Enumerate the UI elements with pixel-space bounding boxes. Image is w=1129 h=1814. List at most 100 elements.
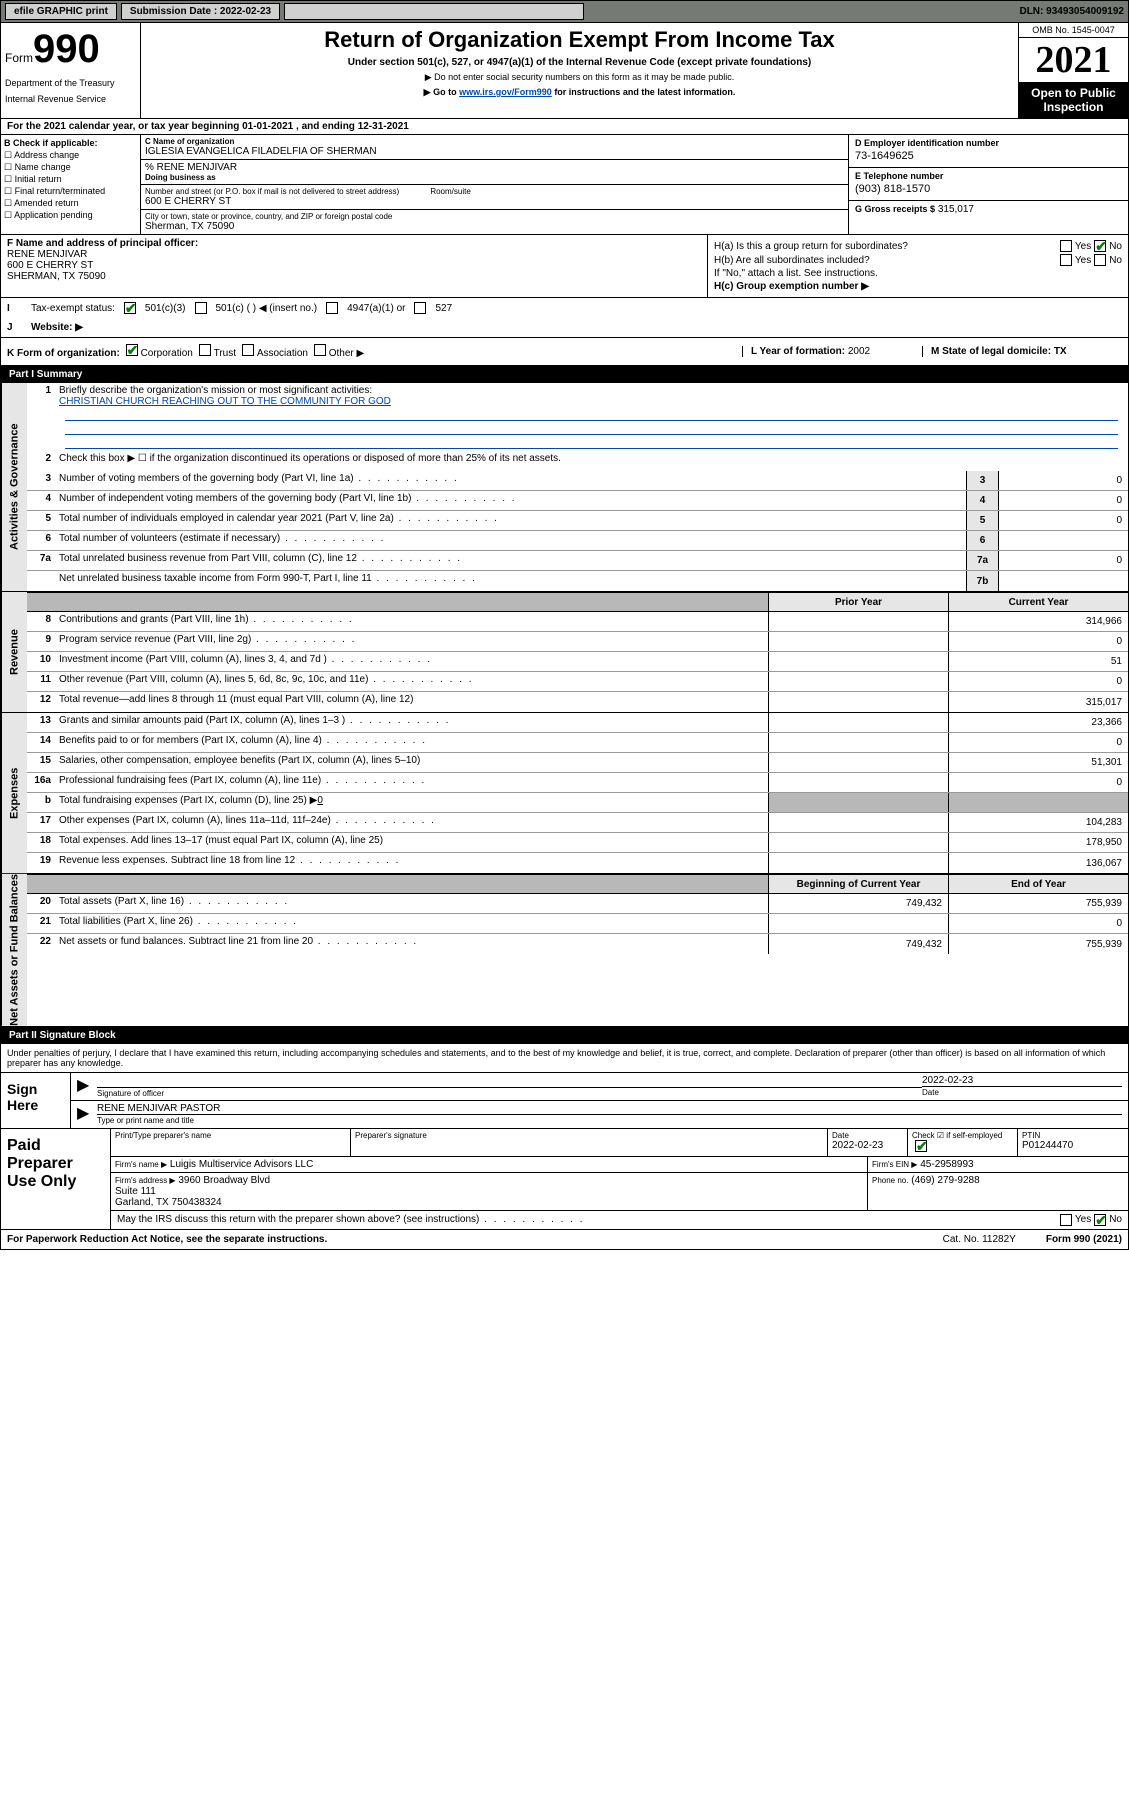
officer-street: 600 E CHERRY ST [7,260,701,271]
note-website: ▶ Go to www.irs.gov/Form990 for instruct… [145,87,1014,98]
org-info-block: B Check if applicable: ☐ Address change … [0,135,1129,235]
ein: 73-1649625 [855,148,1122,164]
org-city: Sherman, TX 75090 [145,221,844,232]
row-j: J Website: ▶ [0,318,1129,338]
may-no[interactable] [1094,1214,1106,1226]
row-i: I Tax-exempt status: 501(c)(3) 501(c) ( … [0,298,1129,318]
officer-city: SHERMAN, TX 75090 [7,271,701,282]
gross-receipts: 315,017 [938,204,974,215]
dln: DLN: 93493054009192 [1019,6,1124,17]
c8: 314,966 [948,612,1128,631]
chk-self-employed[interactable] [915,1140,927,1152]
firm-name: Luigis Multiservice Advisors LLC [170,1159,313,1170]
paid-preparer: Paid Preparer Use Only Print/Type prepar… [1,1128,1128,1229]
section-netassets: Net Assets or Fund Balances Beginning of… [0,874,1129,1027]
c14: 0 [948,733,1128,752]
chk-assoc[interactable] [242,344,254,356]
chk-initial-return[interactable]: ☐ Initial return [4,174,137,185]
org-name: IGLESIA EVANGELICA FILADELFIA OF SHERMAN [145,146,844,157]
ha-no[interactable] [1094,240,1106,252]
v5: 0 [998,511,1128,530]
page-footer: For Paperwork Reduction Act Notice, see … [0,1230,1129,1250]
c17: 104,283 [948,813,1128,832]
section-revenue: Revenue Prior YearCurrent Year 8Contribu… [0,592,1129,713]
c18: 178,950 [948,833,1128,852]
c13: 23,366 [948,713,1128,732]
submission-date: Submission Date : 2022-02-23 [121,3,280,20]
state-domicile: TX [1054,346,1067,357]
phone: (903) 818-1570 [855,181,1122,197]
c19: 136,067 [948,853,1128,873]
b20: 749,432 [768,894,948,913]
section-governance: Activities & Governance 1 Briefly descri… [0,383,1129,592]
col-b-checkboxes: B Check if applicable: ☐ Address change … [1,135,141,234]
chk-amended[interactable]: ☐ Amended return [4,198,137,209]
prep-date: 2022-02-23 [832,1140,903,1151]
arrow-icon: ▶ [77,1103,97,1126]
arrow-icon: ▶ [77,1075,97,1098]
e20: 755,939 [948,894,1128,913]
v4: 0 [998,491,1128,510]
hb-no[interactable] [1094,254,1106,266]
signature-block: Under penalties of perjury, I declare th… [0,1044,1129,1230]
may-yes[interactable] [1060,1214,1072,1226]
b21 [768,914,948,933]
part-i-header: Part I Summary [0,366,1129,383]
chk-application-pending[interactable]: ☐ Application pending [4,210,137,221]
e21: 0 [948,914,1128,933]
officer-name: RENE MENJIVAR [7,249,701,260]
org-street: 600 E CHERRY ST [145,196,844,207]
c9: 0 [948,632,1128,651]
prep-phone: (469) 279-9288 [911,1175,979,1186]
officer-name-title: RENE MENJIVAR PASTOR [97,1103,1122,1114]
omb-number: OMB No. 1545-0047 [1019,23,1128,38]
v6 [998,531,1128,550]
chk-other[interactable] [314,344,326,356]
sign-here-label: Sign Here [1,1073,71,1128]
c11: 0 [948,672,1128,691]
chk-address-change[interactable]: ☐ Address change [4,150,137,161]
chk-527[interactable] [414,302,426,314]
irs-link[interactable]: www.irs.gov/Form990 [459,87,552,97]
b22: 749,432 [768,934,948,954]
c16a: 0 [948,773,1128,792]
open-inspection: Open to Public Inspection [1019,82,1128,118]
note-ssn: ▶ Do not enter social security numbers o… [145,72,1014,83]
v7b [998,571,1128,591]
ha-yes[interactable] [1060,240,1072,252]
form-title: Return of Organization Exempt From Incom… [145,27,1014,53]
form-header: Form990 Department of the Treasury Inter… [0,23,1129,119]
dept-treasury: Department of the Treasury [5,78,136,88]
c12: 315,017 [948,692,1128,712]
col-d-right: D Employer identification number 73-1649… [848,135,1128,234]
v3: 0 [998,471,1128,490]
care-of: % RENE MENJIVAR [145,162,844,173]
ptin: P01244470 [1022,1140,1124,1151]
efile-label: efile GRAPHIC print [5,3,117,20]
section-expenses: Expenses 13Grants and similar amounts pa… [0,713,1129,874]
form-subtitle: Under section 501(c), 527, or 4947(a)(1)… [145,57,1014,68]
irs-label: Internal Revenue Service [5,94,136,104]
e22: 755,939 [948,934,1128,954]
part-ii-header: Part II Signature Block [0,1027,1129,1044]
chk-501c3[interactable] [124,302,136,314]
c15: 51,301 [948,753,1128,772]
row-fh: F Name and address of principal officer:… [0,235,1129,298]
row-k: K Form of organization: Corporation Trus… [0,338,1129,366]
hb-yes[interactable] [1060,254,1072,266]
chk-501c[interactable] [195,302,207,314]
c10: 51 [948,652,1128,671]
chk-final-return[interactable]: ☐ Final return/terminated [4,186,137,197]
chk-trust[interactable] [199,344,211,356]
year-formation: 2002 [848,346,870,357]
mission: CHRISTIAN CHURCH REACHING OUT TO THE COM… [59,396,391,407]
form-number: Form990 [5,27,136,72]
chk-name-change[interactable]: ☐ Name change [4,162,137,173]
tax-year: 2021 [1019,38,1128,82]
col-c-org: C Name of organization IGLESIA EVANGELIC… [141,135,848,234]
chk-corp[interactable] [126,344,138,356]
efile-topbar: efile GRAPHIC print Submission Date : 20… [0,0,1129,23]
v7a: 0 [998,551,1128,570]
firm-ein: 45-2958993 [920,1159,973,1170]
chk-4947[interactable] [326,302,338,314]
